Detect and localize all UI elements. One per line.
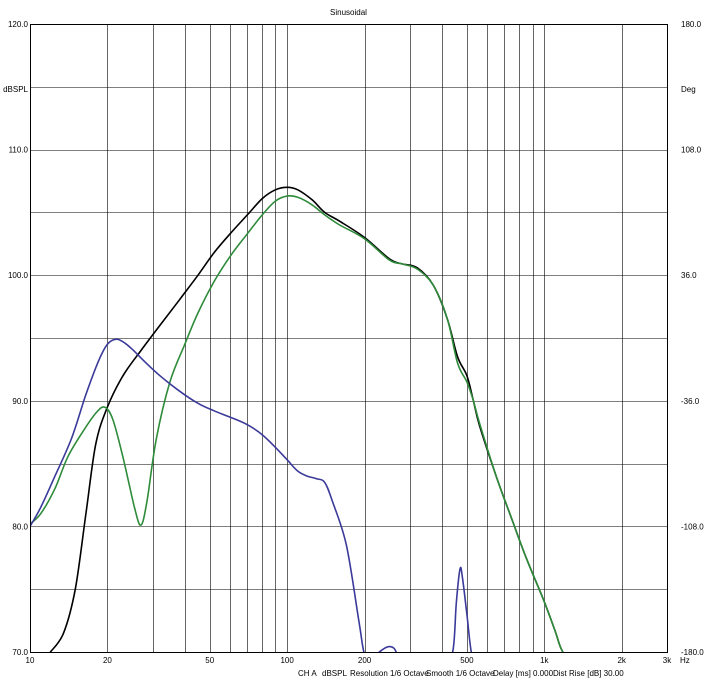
footer-unit: dBSPL — [322, 669, 347, 678]
y2-tick-label: 36.0 — [681, 271, 697, 280]
x-axis-unit-label: Hz — [680, 656, 690, 665]
label-layer: Sinusoidal dBSPL Deg Hz CH A dBSPL Resol… — [3, 8, 704, 678]
x-tick-label: 10 — [26, 656, 35, 665]
y2-axis-unit-label: Deg — [681, 85, 696, 94]
footer-dist-rise: Dist Rise [dB] 30.00 — [553, 669, 624, 678]
y-axis-unit-label: dBSPL — [3, 85, 28, 94]
chart-title: Sinusoidal — [330, 8, 367, 17]
footer-smooth: Smooth 1/6 Octave — [426, 669, 495, 678]
y2-tick-label: 180.0 — [681, 20, 702, 29]
y-tick-label: 70.0 — [12, 648, 28, 657]
y-tick-label: 100.0 — [8, 271, 29, 280]
x-tick-label: 500 — [460, 656, 474, 665]
series-line-blue — [30, 338, 473, 652]
x-tick-label: 1k — [540, 656, 549, 665]
y2-tick-label: 108.0 — [681, 146, 702, 155]
footer-info: CH A dBSPL Resolution 1/6 Octave Smooth … — [298, 669, 624, 678]
y-tick-label: 120.0 — [8, 20, 29, 29]
plot-frame — [30, 24, 668, 653]
y2-tick-label: -108.0 — [681, 522, 704, 531]
footer-resolution: Resolution 1/6 Octave — [350, 669, 429, 678]
x-tick-label: 50 — [205, 656, 214, 665]
footer-delay: Delay [ms] 0.000 — [493, 669, 554, 678]
x-tick-label: 2k — [617, 656, 626, 665]
x-tick-label: 3k — [663, 656, 672, 665]
y2-tick-label: -36.0 — [681, 397, 700, 406]
series-line-green — [30, 194, 564, 652]
series-layer — [30, 186, 564, 652]
x-tick-label: 200 — [358, 656, 372, 665]
x-tick-label: 20 — [103, 656, 112, 665]
y-tick-label: 80.0 — [12, 522, 28, 531]
x-tick-label: 100 — [280, 656, 294, 665]
grid-layer — [30, 24, 667, 652]
y2-tick-label: -180.0 — [681, 648, 704, 657]
footer-channel: CH A — [298, 669, 317, 678]
y-tick-label: 110.0 — [9, 146, 29, 155]
y-tick-label: 90.0 — [12, 397, 28, 406]
